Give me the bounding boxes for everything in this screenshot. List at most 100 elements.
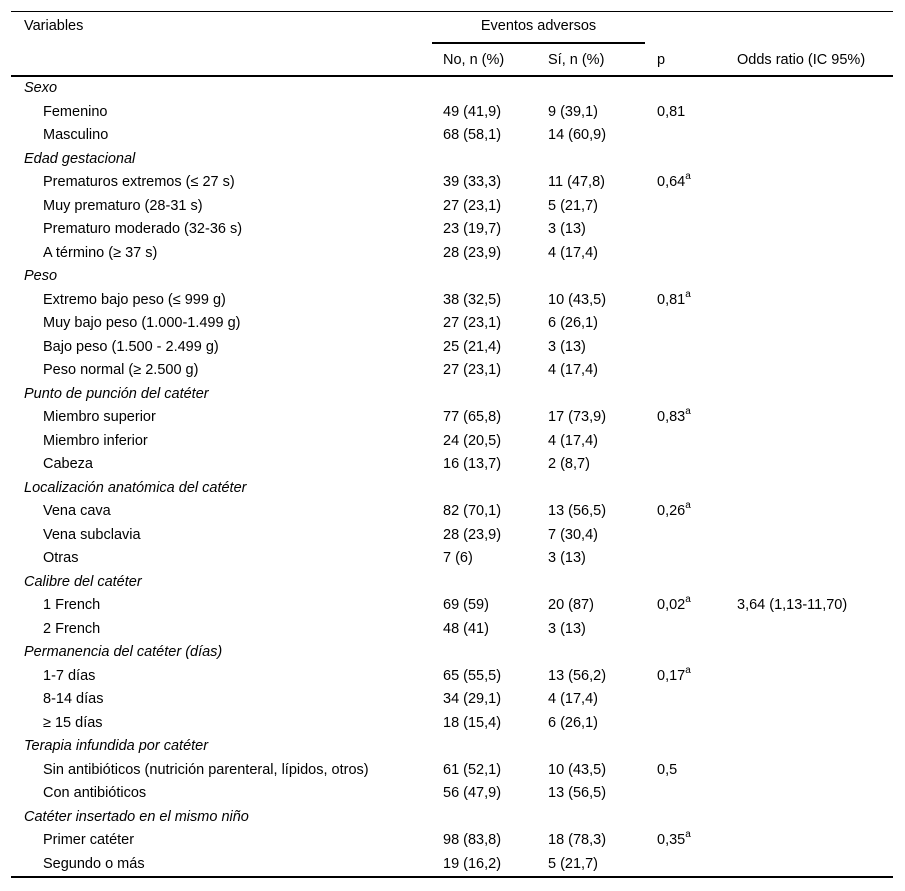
data-row: Con antibióticos 56 (47,9) 13 (56,5): [11, 782, 893, 806]
cell-odds-ratio: [726, 171, 893, 195]
cell-no: 68 (58,1): [443, 127, 502, 144]
column-header-no: No, n (%): [443, 51, 505, 68]
data-row: Miembro inferior 24 (20,5) 4 (17,4): [11, 429, 893, 453]
row-label: Miembro superior: [43, 409, 156, 426]
cell-odds-ratio: [726, 758, 893, 782]
cell-no: 19 (16,2): [443, 855, 502, 872]
cell-no: 39 (33,3): [443, 174, 502, 191]
cell-p: [645, 194, 726, 218]
cell-p: 0,17a: [645, 664, 726, 688]
cell-si: 13 (56,5): [548, 785, 607, 802]
cell-si: 5 (21,7): [548, 197, 598, 214]
cell-p-value: 0,35: [657, 832, 686, 849]
cell-no: [432, 476, 537, 500]
column-header-odds-ratio: Odds ratio (IC 95%): [737, 51, 866, 68]
cell-p-value: 0,83: [657, 409, 686, 426]
cell-p: 0,5: [645, 758, 726, 782]
cell-p: [645, 218, 726, 242]
cell-odds-ratio: [726, 359, 893, 383]
cell-odds-ratio: [726, 100, 893, 124]
column-header-si: Sí, n (%): [548, 51, 605, 68]
cell-si: [537, 382, 645, 406]
cell-no: [432, 735, 537, 759]
cell-no: 23 (19,7): [443, 221, 502, 238]
cell-p: [645, 782, 726, 806]
cell-p: [645, 570, 726, 594]
column-group-header-eventos-adversos: Eventos adversos: [432, 11, 646, 44]
adverse-events-table: Variables Eventos adversos p Odds ratio …: [11, 11, 894, 878]
data-row: Sin antibióticos (nutrición parenteral, …: [11, 758, 893, 782]
cell-odds-ratio: [726, 124, 893, 148]
cell-si: 11 (47,8): [548, 174, 605, 191]
row-label: Sin antibióticos (nutrición parenteral, …: [43, 761, 369, 778]
cell-p: [645, 382, 726, 406]
data-row: Muy bajo peso (1.000-1.499 g) 27 (23,1) …: [11, 312, 893, 336]
cell-odds-ratio: [726, 735, 893, 759]
cell-no: 27 (23,1): [443, 362, 502, 379]
data-row: Primer catéter 98 (83,8) 18 (78,3) 0,35a: [11, 829, 893, 853]
cell-p: [645, 476, 726, 500]
data-row: 2 French 48 (41) 3 (13): [11, 617, 893, 641]
data-row: Bajo peso (1.500 - 2.499 g) 25 (21,4) 3 …: [11, 335, 893, 359]
cell-p: [645, 805, 726, 829]
cell-p: [645, 617, 726, 641]
row-label: Extremo bajo peso (≤ 999 g): [43, 291, 226, 308]
row-label: Segundo o más: [43, 855, 145, 872]
cell-odds-ratio: [726, 782, 893, 806]
cell-p: [645, 429, 726, 453]
cell-si: 3 (13): [548, 550, 586, 567]
cell-si: 4 (17,4): [548, 432, 598, 449]
data-row: 1 French 69 (59) 20 (87) 0,02a 3,64 (1,1…: [11, 594, 893, 618]
cell-si: [537, 735, 645, 759]
cell-si: [537, 147, 645, 171]
data-row: ≥ 15 días 18 (15,4) 6 (26,1): [11, 711, 893, 735]
cell-no: [432, 805, 537, 829]
row-label: Femenino: [43, 103, 108, 120]
row-label: Calibre del catéter: [24, 573, 142, 590]
cell-si: 4 (17,4): [548, 691, 598, 708]
row-label: Punto de punción del catéter: [24, 385, 209, 402]
row-label: Miembro inferior: [43, 432, 148, 449]
row-label: Sexo: [24, 80, 58, 97]
row-label: Cabeza: [43, 456, 93, 473]
row-label: Otras: [43, 550, 79, 567]
row-label: 8-14 días: [43, 691, 104, 708]
cell-p-superscript: a: [685, 288, 691, 300]
cell-p: [645, 76, 726, 101]
data-row: Cabeza 16 (13,7) 2 (8,7): [11, 453, 893, 477]
cell-no: [432, 570, 537, 594]
cell-no: 28 (23,9): [443, 526, 502, 543]
cell-no: 82 (70,1): [443, 503, 502, 520]
cell-p-value: 0,81: [657, 103, 686, 120]
cell-no: 18 (15,4): [443, 714, 502, 731]
cell-p: 0,02a: [645, 594, 726, 618]
cell-si: 6 (26,1): [548, 714, 598, 731]
cell-p-superscript: a: [685, 829, 691, 841]
cell-p: [645, 124, 726, 148]
cell-no: 61 (52,1): [443, 761, 502, 778]
cell-si: [537, 476, 645, 500]
data-row: Peso normal (≥ 2.500 g) 27 (23,1) 4 (17,…: [11, 359, 893, 383]
cell-p-superscript: a: [685, 406, 691, 418]
cell-no: [432, 147, 537, 171]
cell-odds-ratio: [726, 265, 893, 289]
section-row: Punto de punción del catéter: [11, 382, 893, 406]
cell-si: 14 (60,9): [548, 127, 607, 144]
cell-p-value: 0,17: [657, 667, 686, 684]
cell-si: 20 (87): [548, 597, 594, 614]
row-label: Terapia infundida por catéter: [24, 738, 209, 755]
cell-p-value: 0,81: [657, 291, 686, 308]
cell-no: 28 (23,9): [443, 244, 502, 261]
data-row: Vena subclavia 28 (23,9) 7 (30,4): [11, 523, 893, 547]
cell-si: 5 (21,7): [548, 855, 598, 872]
cell-odds-ratio: [726, 453, 893, 477]
cell-odds-ratio: [726, 406, 893, 430]
column-header-p: p: [657, 51, 666, 68]
cell-si: [537, 805, 645, 829]
cell-si: 17 (73,9): [548, 409, 607, 426]
cell-no: 27 (23,1): [443, 315, 502, 332]
section-row: Permanencia del catéter (días): [11, 641, 893, 665]
cell-no: 27 (23,1): [443, 197, 502, 214]
row-label: Prematuros extremos (≤ 27 s): [43, 174, 235, 191]
header-row-sub: No, n (%) Sí, n (%): [11, 43, 893, 76]
